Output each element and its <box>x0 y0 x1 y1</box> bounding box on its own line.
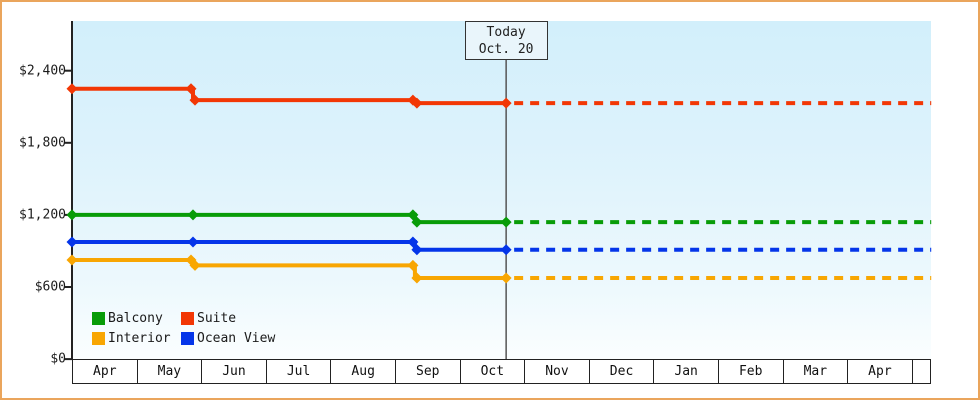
legend-item-suite: Suite <box>181 311 275 326</box>
month-label-mar: Mar <box>784 360 849 383</box>
month-label-aug: Aug <box>331 360 396 383</box>
month-label-jan: Jan <box>654 360 719 383</box>
today-date-label: Oct. 20 <box>478 41 534 57</box>
legend-label: Interior <box>108 331 171 346</box>
today-marker-box: Today Oct. 20 <box>464 21 548 60</box>
month-label-sep: Sep <box>396 360 461 383</box>
y-tick-label: $1,200 <box>19 207 66 223</box>
legend-item-ocean-view: Ocean View <box>181 331 275 346</box>
y-tick-label: $600 <box>34 279 66 295</box>
series-marker-ocean-view <box>407 236 419 248</box>
series-marker-suite <box>189 94 201 106</box>
series-marker-ocean-view <box>411 244 423 256</box>
series-marker-balcony <box>66 209 78 221</box>
series-marker-ocean-view <box>187 236 199 248</box>
month-label-apr: Apr <box>848 360 913 383</box>
legend-item-balcony: Balcony <box>92 311 181 326</box>
month-label-dec: Dec <box>590 360 655 383</box>
series-marker-suite <box>66 83 78 95</box>
series-marker-interior <box>66 254 78 266</box>
series-line-interior <box>72 257 507 280</box>
series-marker-balcony <box>500 216 512 228</box>
series-line-ocean-view <box>72 239 507 252</box>
today-label: Today <box>486 24 526 40</box>
chart-legend: Balcony Suite Interior Ocean View <box>92 311 275 346</box>
legend-swatch-icon <box>181 312 194 325</box>
legend-label: Balcony <box>108 311 163 326</box>
series-marker-interior <box>407 259 419 271</box>
legend-swatch-icon <box>92 312 105 325</box>
month-label-jul: Jul <box>267 360 332 383</box>
month-label-oct: Oct <box>461 360 526 383</box>
month-label-apr: Apr <box>73 360 138 383</box>
series-marker-ocean-view <box>66 236 78 248</box>
month-strip-filler <box>913 360 930 383</box>
series-marker-ocean-view <box>500 244 512 256</box>
legend-label: Ocean View <box>197 331 276 346</box>
series-marker-balcony <box>407 209 419 221</box>
legend-label: Suite <box>197 311 237 326</box>
series-marker-balcony <box>411 216 423 228</box>
series-marker-suite <box>185 83 197 95</box>
month-label-jun: Jun <box>202 360 267 383</box>
series-marker-interior <box>189 259 201 271</box>
legend-swatch-icon <box>92 332 105 345</box>
month-label-may: May <box>138 360 203 383</box>
series-marker-interior <box>411 272 423 284</box>
month-label-nov: Nov <box>525 360 590 383</box>
y-tick-label: $0 <box>50 351 66 367</box>
plot-area-background <box>73 21 931 359</box>
series-line-suite <box>72 86 507 106</box>
series-marker-interior <box>500 272 512 284</box>
legend-swatch-icon <box>181 332 194 345</box>
x-axis-month-strip: Apr May Jun Jul Aug Sep Oct Nov Dec Jan Feb Mar Apr <box>72 359 931 384</box>
series-marker-suite <box>411 97 423 109</box>
series-line-balcony <box>72 212 507 225</box>
month-label-feb: Feb <box>719 360 784 383</box>
legend-item-interior: Interior <box>92 331 181 346</box>
series-marker-balcony <box>187 209 199 221</box>
y-tick-label: $1,800 <box>19 135 66 151</box>
y-tick-label: $2,400 <box>19 63 66 79</box>
series-marker-suite <box>500 97 512 109</box>
